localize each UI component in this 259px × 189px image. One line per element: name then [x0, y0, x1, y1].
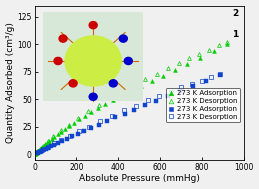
Legend: 273 K Adsorption, 273 K Desorption, 273 K Adsorption, 273 K Desorption: 273 K Adsorption, 273 K Desorption, 273 …	[166, 88, 240, 122]
Text: 1: 1	[232, 30, 239, 39]
Text: 2: 2	[232, 9, 239, 18]
X-axis label: Absolute Pressure (mmHg): Absolute Pressure (mmHg)	[79, 174, 200, 184]
Y-axis label: Quantity Adsorbed (cm³/g): Quantity Adsorbed (cm³/g)	[5, 22, 15, 143]
